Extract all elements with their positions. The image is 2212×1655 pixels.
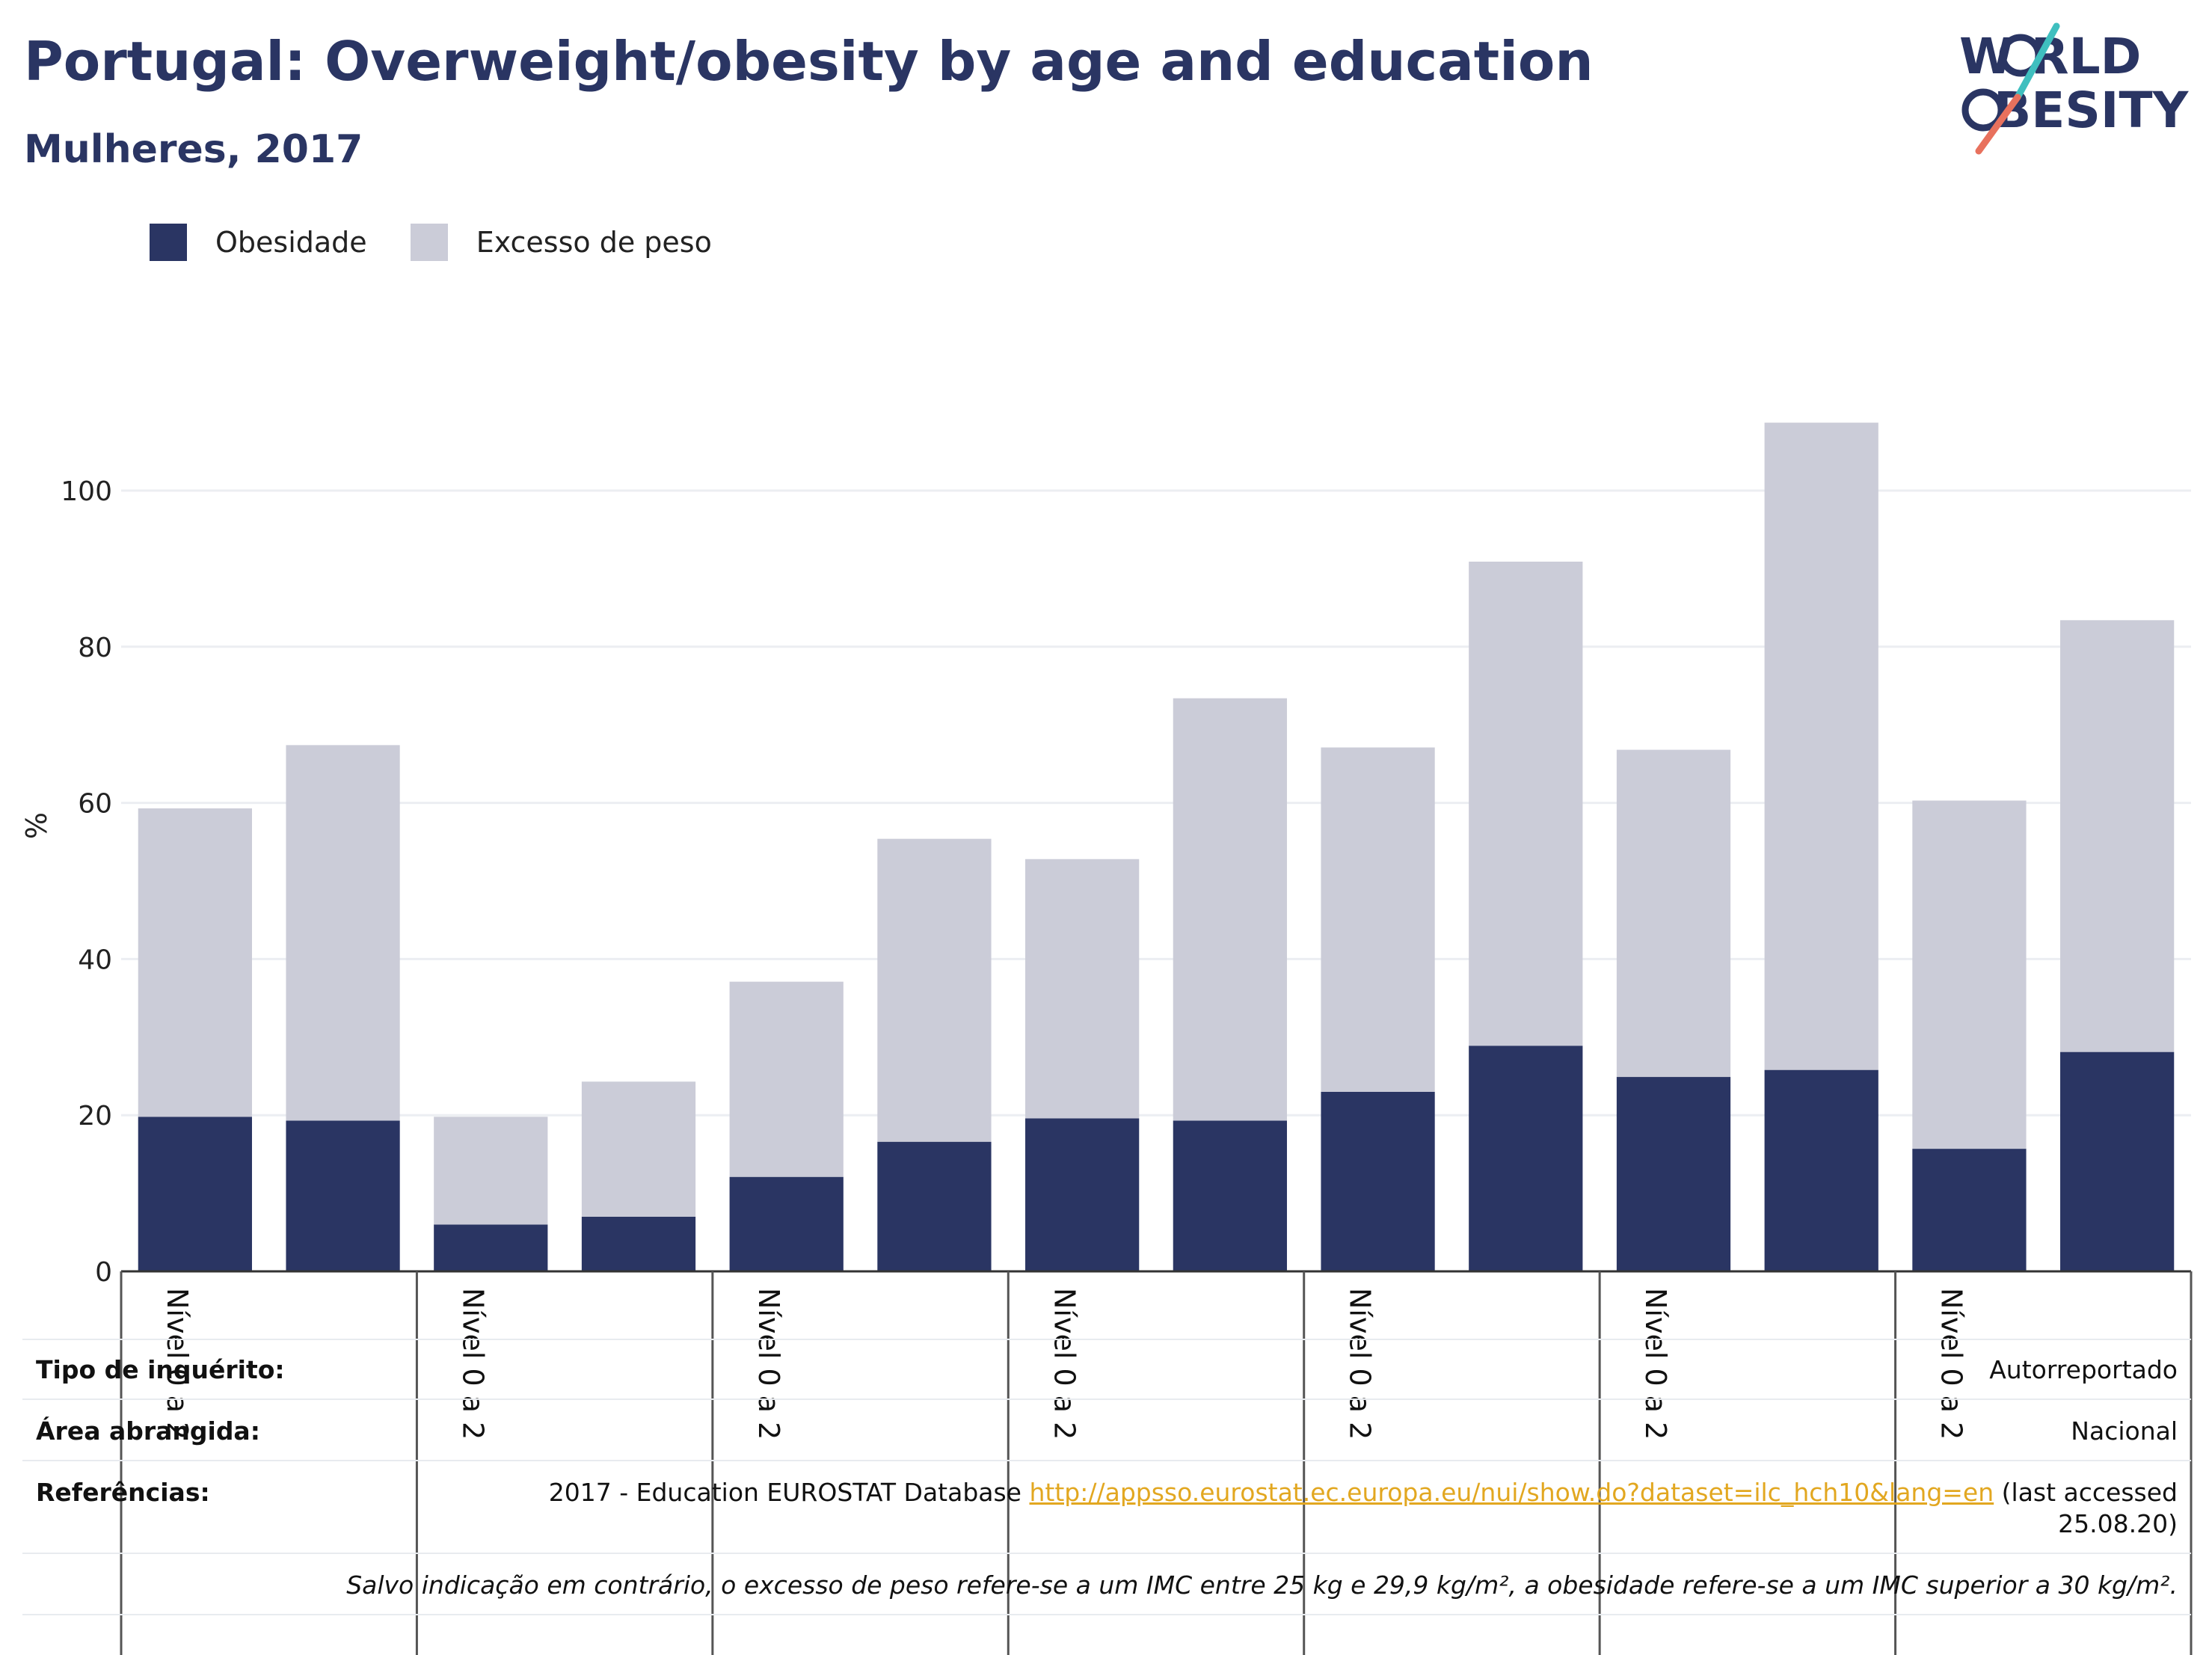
y-tick-label: 60 — [78, 789, 112, 820]
y-tick-label: 100 — [61, 476, 112, 507]
bar-obesity[interactable] — [286, 1120, 400, 1271]
world-obesity-logo: W RLD BESITY — [1959, 22, 2190, 155]
legend-item-obesity[interactable]: Obesidade — [150, 224, 367, 261]
legend-swatch-overweight — [410, 224, 448, 261]
axes: 0 20 40 60 80 100% Nível 0 a 2 Nível 0 a 2 Nível… — [20, 476, 2193, 1655]
bar-overweight[interactable] — [1025, 859, 1140, 1119]
bar-overweight[interactable] — [1321, 747, 1435, 1092]
legend-label-overweight: Excesso de peso — [476, 226, 712, 259]
bar-obesity[interactable] — [581, 1216, 696, 1271]
y-tick-label: 40 — [78, 945, 112, 975]
bar-obesity[interactable] — [434, 1224, 548, 1271]
logo-slash-coral — [1975, 93, 2021, 155]
bar-overweight[interactable] — [434, 1117, 548, 1225]
bar-obesity[interactable] — [1173, 1120, 1287, 1271]
x-group-label: Nível 0 a 2 — [1048, 1288, 1081, 1440]
bars — [138, 423, 2175, 1271]
x-group-label: Nível 0 a 2 — [456, 1288, 489, 1440]
bar-obesity[interactable] — [1912, 1149, 2027, 1271]
x-group-label: Nível 0 a 2 — [1935, 1288, 1968, 1440]
bar-overweight[interactable] — [1173, 698, 1287, 1121]
bar-overweight[interactable] — [1764, 423, 1878, 1070]
y-tick-label: 80 — [78, 633, 112, 663]
bar-obesity[interactable] — [138, 1117, 252, 1271]
x-group-label: Nível 0 a 2 — [752, 1288, 785, 1440]
bar-obesity[interactable] — [1616, 1077, 1731, 1271]
chart-subtitle: Mulheres, 2017 — [24, 127, 363, 172]
y-axis-label: % — [20, 812, 53, 839]
legend-swatch-obesity — [150, 224, 187, 261]
bar-obesity[interactable] — [1469, 1045, 1583, 1271]
legend-item-overweight[interactable]: Excesso de peso — [410, 224, 712, 261]
legend-label-obesity: Obesidade — [215, 226, 367, 259]
page-title: Portugal: Overweight/obesity by age and … — [24, 30, 1594, 93]
x-group-label: Nível 0 a 2 — [1344, 1288, 1377, 1440]
chart-legend: Obesidade Excesso de peso — [150, 221, 755, 263]
bar-obesity[interactable] — [877, 1141, 992, 1271]
bar-overweight[interactable] — [286, 745, 400, 1121]
y-tick-label: 0 — [95, 1257, 112, 1288]
logo-o-bottom — [1961, 88, 2005, 132]
bar-obesity[interactable] — [1764, 1069, 1878, 1271]
bar-obesity[interactable] — [1025, 1118, 1140, 1271]
bar-overweight[interactable] — [1616, 749, 1731, 1078]
y-tick-label: 20 — [78, 1101, 112, 1132]
bar-overweight[interactable] — [581, 1081, 696, 1217]
bar-overweight[interactable] — [1912, 800, 2027, 1149]
bar-obesity[interactable] — [729, 1176, 844, 1271]
logo-slash-teal — [2014, 22, 2060, 101]
bar-overweight[interactable] — [729, 981, 844, 1177]
bar-overweight[interactable] — [1469, 562, 1583, 1046]
bar-overweight[interactable] — [138, 808, 252, 1117]
logo-line2: BESITY — [1994, 82, 2190, 139]
x-group-label: Nível 0 a 2 — [161, 1288, 194, 1440]
bar-obesity[interactable] — [1321, 1091, 1435, 1271]
bar-obesity[interactable] — [2060, 1051, 2175, 1271]
bar-overweight[interactable] — [2060, 620, 2175, 1052]
bar-overweight[interactable] — [877, 838, 992, 1142]
grid-lines — [121, 489, 2191, 1117]
x-group-label: Nível 0 a 2 — [1639, 1288, 1672, 1440]
